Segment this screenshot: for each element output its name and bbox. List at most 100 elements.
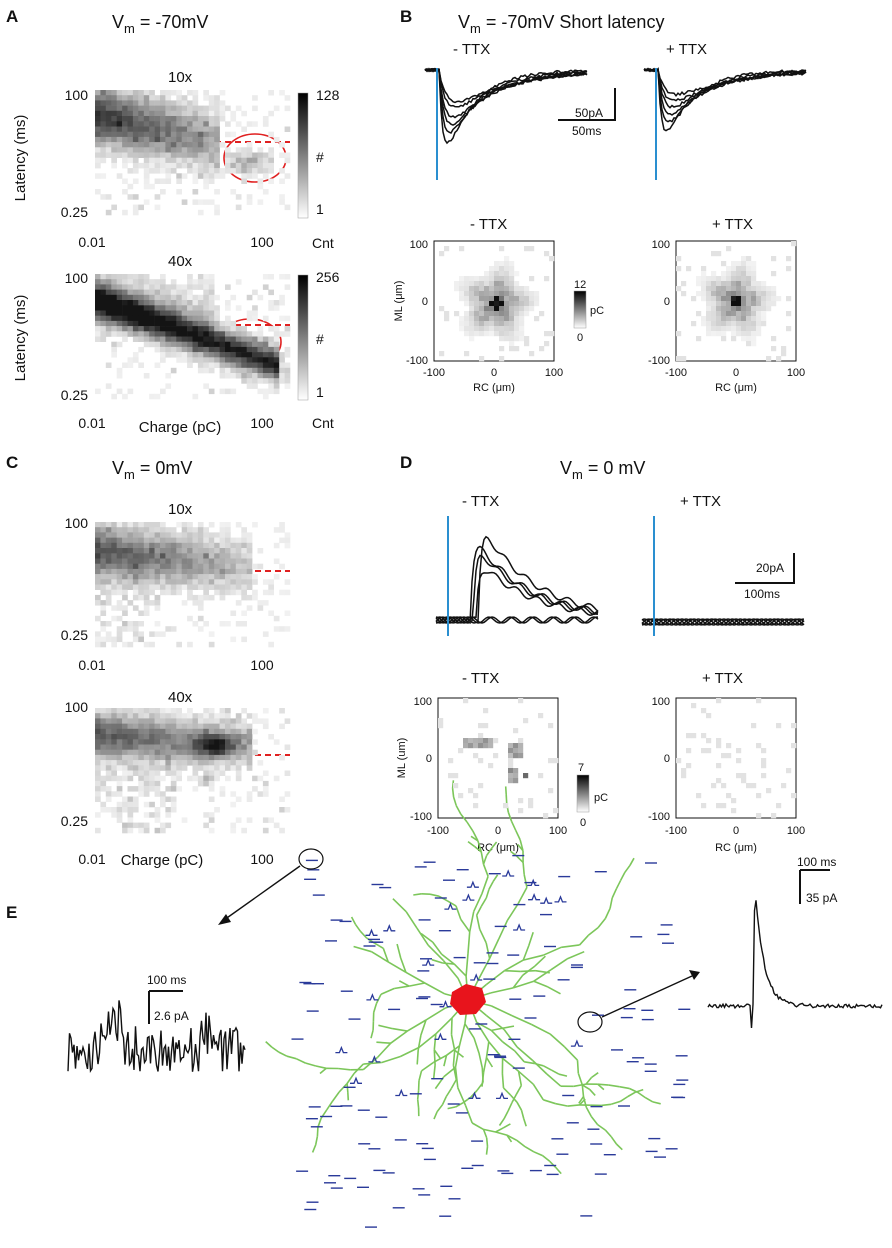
- heatmap-cell: [105, 754, 112, 761]
- heatmap-cell: [176, 331, 182, 337]
- heatmap-cell: [95, 100, 101, 106]
- heatmap-cell: [122, 626, 128, 632]
- dendrite-segment: [380, 987, 395, 996]
- heatmap-cell: [187, 548, 193, 554]
- map-cell: [529, 291, 535, 297]
- heatmap-cell: [143, 812, 150, 818]
- map-cell: [756, 331, 762, 337]
- heatmap-cell: [181, 126, 188, 132]
- heatmap-cell: [214, 294, 220, 301]
- heatmap-cell: [208, 812, 215, 818]
- heatmap-cell: [138, 289, 144, 296]
- heatmap-cell: [241, 749, 247, 756]
- heatmap-cell: [197, 615, 204, 622]
- heatmap-cell: [160, 294, 166, 301]
- heatmap-cell: [225, 563, 231, 570]
- heatmap-cell: [132, 136, 139, 143]
- heatmap-cell: [105, 110, 112, 117]
- map-cell: [484, 271, 490, 277]
- heatmap-cell: [127, 558, 134, 564]
- heatmap-cell: [105, 765, 112, 771]
- map-cell: [504, 326, 510, 332]
- heatmap-cell: [225, 542, 231, 549]
- heatmap-cell: [95, 331, 101, 337]
- map-cell: [494, 301, 500, 307]
- heatmap-cell: [95, 568, 101, 575]
- heatmap-cell: [230, 718, 237, 724]
- heatmap-cell: [262, 116, 269, 122]
- heatmap-cell: [149, 100, 155, 106]
- heatmap-cell: [181, 152, 188, 158]
- heatmap-cell: [262, 388, 269, 395]
- heatmap-cell: [116, 274, 123, 280]
- heatmap-cell: [246, 542, 253, 549]
- heatmap-cell: [219, 579, 226, 585]
- heatmap-cell: [116, 718, 123, 724]
- heatmap-cell: [160, 558, 166, 564]
- heatmap-cell: [95, 147, 101, 153]
- heatmap-cell: [95, 284, 101, 290]
- heatmap-cell: [132, 204, 139, 211]
- heatmap-cell: [203, 584, 209, 590]
- heatmap-cell: [111, 105, 117, 112]
- map-cell: [509, 266, 515, 272]
- heatmap-cell: [100, 760, 107, 766]
- heatmap-cell: [279, 178, 285, 184]
- heatmap-cell: [132, 532, 139, 538]
- map-cell: [736, 301, 742, 307]
- heatmap-cell: [273, 362, 280, 368]
- heatmap-cell: [219, 553, 226, 559]
- heatmap-cell: [203, 346, 209, 353]
- heatmap-cell: [268, 90, 274, 96]
- heatmap-cell: [154, 708, 161, 714]
- map-cell: [736, 291, 742, 297]
- dendrite-segment: [611, 888, 618, 899]
- heatmap-cell: [170, 786, 177, 792]
- map-cell: [514, 281, 520, 287]
- dendrite-segment: [467, 931, 471, 954]
- map-cell: [716, 778, 722, 784]
- heatmap-cell: [197, 723, 204, 730]
- map-cell: [488, 763, 494, 769]
- heatmap-cell: [111, 147, 117, 153]
- map-cell: [494, 261, 500, 267]
- heatmap-cell: [187, 553, 193, 559]
- dendrite-segment: [608, 1084, 620, 1088]
- heatmap-cell: [132, 739, 139, 745]
- map-cell: [479, 326, 485, 332]
- heatmap-cell: [111, 760, 117, 766]
- heatmap-cell: [176, 300, 182, 306]
- heatmap-cell: [160, 110, 166, 117]
- heatmap-cell: [127, 183, 134, 190]
- heatmap-cell: [138, 294, 144, 301]
- heatmap-cell: [262, 162, 269, 169]
- dendrite-segment: [533, 969, 552, 982]
- heatmap-cell: [225, 765, 231, 771]
- heatmap-cell: [241, 636, 247, 643]
- traces-b-plus-ttx: [643, 67, 807, 132]
- dendrite-segment: [485, 1057, 494, 1068]
- heatmap-cell: [284, 579, 291, 585]
- heatmap-cell: [154, 110, 161, 117]
- y-tick: -100: [406, 355, 428, 367]
- heatmap-cell: [219, 341, 226, 348]
- colorbar-max: 128: [316, 87, 340, 103]
- map-cell: [716, 803, 722, 809]
- heatmap-cell: [100, 100, 107, 106]
- heatmap-cell: [257, 346, 264, 353]
- heatmap-cell: [143, 121, 150, 127]
- heatmap-cell: [176, 574, 182, 580]
- heatmap-cell: [262, 274, 269, 280]
- map-cell: [539, 346, 545, 352]
- heatmap-cell: [105, 121, 112, 127]
- heatmap-cell: [203, 105, 209, 112]
- map-cell: [459, 291, 465, 297]
- heatmap-cell: [279, 589, 285, 596]
- heatmap-cell: [143, 305, 150, 311]
- heatmap-cell: [122, 723, 128, 730]
- heatmap-cell: [203, 362, 209, 368]
- trace-e-left: [67, 1000, 246, 1074]
- map-cell: [746, 306, 752, 312]
- heatmap-cell: [154, 126, 161, 132]
- heatmap-cell: [116, 636, 123, 643]
